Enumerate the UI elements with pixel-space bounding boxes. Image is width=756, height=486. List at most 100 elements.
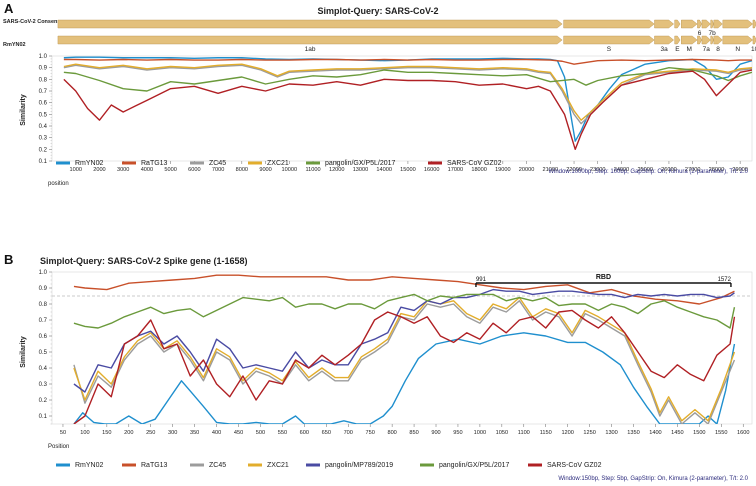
gene-label-3a: 3a [660,46,668,53]
legend-label-rmyn02: RmYN02 [75,462,104,469]
x-tick-label: 19000 [495,167,511,173]
legend-label-zxc21: ZXC21 [267,462,289,469]
panel-a: A Simplot-Query: SARS-CoV-2 SARS-CoV-2 C… [3,1,756,187]
panel-a-label: A [4,1,14,16]
x-tick-label: 17000 [448,167,464,173]
panel-a-x-label: position [48,181,69,187]
y-tick-label: 0.4 [39,366,48,372]
gene-arrow-e [674,35,681,45]
y-tick-label: 0.4 [39,124,48,130]
series-line-zc45 [63,64,752,125]
gene-arrow-7b [710,19,714,29]
x-tick-label: 1300 [605,430,617,436]
x-tick-label: 29000 [732,167,748,173]
x-tick-label: 18000 [471,167,487,173]
panel-b-title: Simplot-Query: SARS-CoV-2 Spike gene (1-… [40,256,248,266]
x-tick-label: 900 [431,430,440,436]
x-tick-label: 8000 [236,167,248,173]
gene-label-n: N [735,46,740,53]
y-tick-label: 0.5 [39,112,48,118]
y-tick-label: 0.6 [39,334,48,340]
gene-arrow-n [722,35,754,45]
x-tick-label: 1350 [627,430,639,436]
genome-map: 1ab S 3a EM 6 7a 7b 8 N 10 [57,19,756,53]
x-tick-label: 650 [322,430,331,436]
x-tick-label: 13000 [353,167,369,173]
x-tick-label: 1150 [540,430,552,436]
series-line-pangolin-gx-p5l-2017 [63,66,752,92]
x-tick-label: 950 [453,430,462,436]
panel-b-label: B [4,252,13,267]
x-tick-label: 14000 [376,167,392,173]
gene-arrow-10 [752,19,756,29]
x-tick-label: 200 [124,430,133,436]
gene-label-e: E [675,46,680,53]
gene-arrow-6 [697,35,702,45]
x-tick-label: 150 [102,430,111,436]
y-tick-label: 0.7 [39,318,48,324]
legend-label-ratg13: RaTG13 [141,462,168,469]
gene-arrow-e [674,19,681,29]
y-tick-label: 0.9 [39,66,48,72]
x-tick-label: 50 [60,430,66,436]
series-line-zc45 [73,300,736,424]
series-group [63,56,752,151]
x-tick-label: 1500 [693,430,705,436]
x-tick-label: 400 [212,430,221,436]
x-tick-label: 250 [146,430,155,436]
series-line-pangolin-mp789-2019 [73,288,735,393]
panel-a-legend: RmYN02 RaTG13 ZC45 ZXC21 pangolin/GX/P5L/201… [56,160,502,167]
x-tick-label: 2000 [93,167,105,173]
x-tick-label: 300 [168,430,177,436]
panel-a-y-label: Similarity [20,94,27,126]
y-tick-label: 0.1 [39,414,48,420]
legend-label-sars-cov-gz02: SARS-CoV GZ02 [447,160,502,167]
legend-label-pangolin-gx-p5l-2017: pangolin/GX/P5L/2017 [439,462,510,469]
x-tick-label: 7000 [212,167,224,173]
x-tick-label: 12000 [329,167,345,173]
x-tick-label: 1400 [649,430,661,436]
y-tick-label: 1.0 [39,54,48,60]
x-tick-label: 15000 [400,167,416,173]
panel-b-annotation: Window:150bp, Step: 5bp, GapStrip: On, K… [558,476,748,482]
x-tick-label: 550 [278,430,287,436]
x-tick-label: 1250 [583,430,595,436]
panel-b-plot: 0.1 0.2 0.3 0.4 0.5 0.6 0.7 0.8 0.9 1.0 50 100 150 20… [39,270,753,436]
x-tick-label: 28000 [709,167,725,173]
y-tick-label: 0.6 [39,101,48,107]
x-tick-label: 800 [387,430,396,436]
series-line-sars-cov-gz02 [63,69,752,151]
series-line-zxc21 [73,296,736,422]
legend-label-pangolin-gx-p5l-2017: pangolin/GX/P5L/2017 [325,160,396,167]
x-tick-label: 6000 [188,167,200,173]
series-line-pangolin-gx-p5l-2017 [73,293,736,329]
gene-arrow-6 [697,19,702,29]
legend-label-zxc21: ZXC21 [267,160,289,167]
gene-arrow-m [681,35,698,45]
y-tick-label: 0.9 [39,286,48,292]
gene-arrow-1ab [57,19,563,29]
x-tick-label: 4000 [141,167,153,173]
x-tick-label: 850 [409,430,418,436]
y-tick-label: 0.5 [39,350,48,356]
rbd-end-label: 1572 [718,277,732,283]
series-line-ratg13 [63,58,752,65]
y-tick-label: 0.3 [39,382,48,388]
x-tick-label: 1050 [496,430,508,436]
gene-arrow-n [722,19,754,29]
gene-label-1ab: 1ab [305,46,316,53]
panel-a-annotation: Window:1000bp, Step: 100bp, GapStrip: On… [548,169,748,175]
x-tick-label: 1000 [70,167,82,173]
x-tick-label: 600 [300,430,309,436]
panel-b-y-label: Similarity [20,336,27,368]
y-tick-label: 0.2 [39,147,48,153]
y-tick-label: 0.8 [39,302,48,308]
series-line-rmyn02 [73,332,736,424]
x-tick-label: 10000 [282,167,298,173]
gene-arrow-s [563,19,655,29]
x-tick-label: 25000 [637,167,653,173]
gene-arrow-1ab [57,35,563,45]
x-tick-label: 500 [256,430,265,436]
legend-label-zc45: ZC45 [209,462,226,469]
x-tick-label: 750 [366,430,375,436]
